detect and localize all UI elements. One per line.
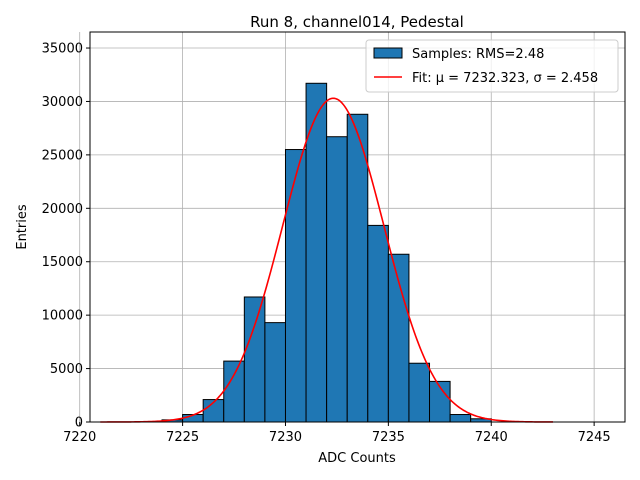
x-axis-ticks: 7220 7225 7230 7235 7240 7245: [63, 422, 611, 445]
legend-swatch-samples: [373, 47, 403, 59]
histogram-bar: [326, 136, 348, 423]
histogram-bar: [264, 322, 286, 423]
y-tick-label: 20000: [42, 202, 83, 217]
y-axis-ticks: 0 5000 10000 15000 20000 25000 30000 35000: [42, 42, 90, 431]
chart-title: Run 8, channel014, Pedestal: [250, 13, 464, 31]
legend: Samples: RMS=2.48 Fit: μ = 7232.323, σ =…: [365, 39, 619, 93]
x-tick-label: 7240: [475, 430, 508, 445]
plot-frame: [89, 31, 626, 423]
histogram-bar: [449, 414, 472, 423]
y-tick-label: 10000: [42, 309, 83, 324]
histogram-bars: [161, 82, 492, 423]
y-tick-label: 35000: [42, 42, 83, 57]
y-tick-label: 15000: [42, 255, 83, 270]
x-tick-label: 7235: [372, 430, 405, 445]
legend-label-fit: Fit: μ = 7232.323, σ = 2.458: [412, 71, 598, 86]
legend-label-samples: Samples: RMS=2.48: [412, 47, 544, 62]
x-tick-label: 7225: [166, 430, 199, 445]
histogram-bar: [408, 362, 431, 423]
histogram-bar: [223, 360, 245, 423]
x-tick-label: 7230: [269, 430, 302, 445]
histogram-bar: [367, 224, 389, 423]
histogram-bar: [346, 113, 369, 423]
y-tick-label: 25000: [42, 148, 83, 163]
histogram-bar: [284, 149, 307, 423]
fit-curve-layer: [100, 97, 553, 423]
y-axis-label: Entries: [15, 204, 30, 250]
fit-curve: [100, 97, 553, 423]
y-tick-label: 5000: [50, 362, 83, 377]
x-tick-label: 7245: [578, 430, 611, 445]
y-tick-label: 30000: [42, 95, 83, 110]
x-axis-label: ADC Counts: [318, 451, 396, 466]
y-tick-label: 0: [75, 416, 83, 431]
x-tick-label: 7220: [63, 430, 96, 445]
legend-box: [365, 39, 619, 93]
histogram-bar: [243, 296, 266, 423]
